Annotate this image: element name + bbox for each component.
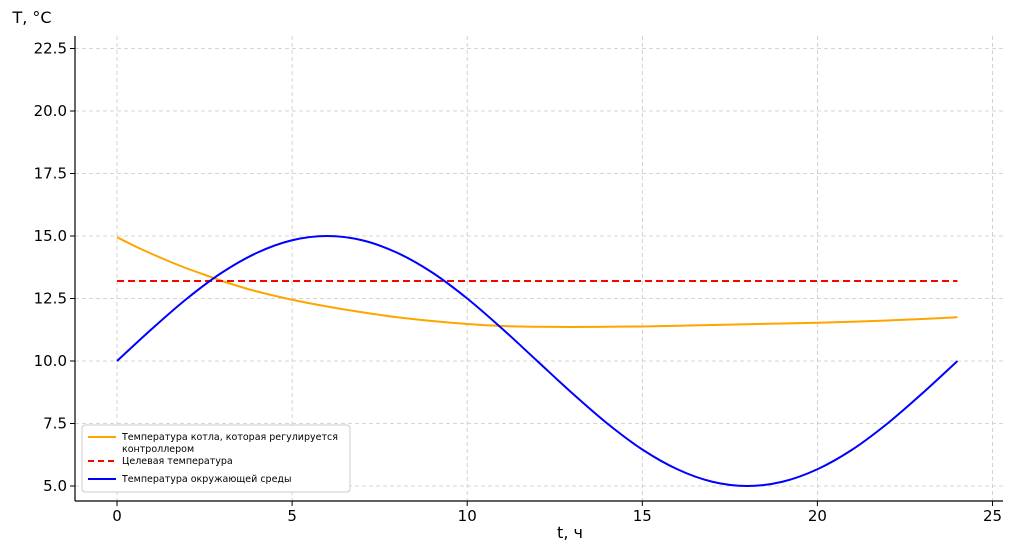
legend: Температура котла, которая регулируется … xyxy=(81,424,351,493)
legend-label-boiler-line2: контроллером xyxy=(122,444,194,455)
y-tick-label: 17.5 xyxy=(34,165,67,183)
legend-label-target: Целевая температура xyxy=(122,456,233,467)
legend-label-boiler-line1: Температура котла, которая регулируется xyxy=(121,432,338,443)
y-tick-label: 12.5 xyxy=(34,290,67,308)
y-axis-label: T, °C xyxy=(11,8,51,27)
grid xyxy=(75,36,1003,501)
legend-box xyxy=(81,424,351,493)
y-tick-label: 5.0 xyxy=(43,477,67,495)
ticks: 0 5 10 15 20 25 5.0 7.5 10.0 12.5 15.0 17.5 20.0 22.5 xyxy=(34,40,1002,526)
x-tick-label: 25 xyxy=(983,507,1002,525)
y-tick-label: 7.5 xyxy=(43,415,67,433)
x-axis-label: t, ч xyxy=(557,523,583,542)
x-tick-label: 20 xyxy=(808,507,827,525)
x-tick-label: 15 xyxy=(633,507,652,525)
x-tick-label: 0 xyxy=(112,507,122,525)
legend-label-ambient: Температура окружающей среды xyxy=(121,474,291,485)
x-tick-label: 5 xyxy=(287,507,297,525)
x-tick-label: 10 xyxy=(458,507,477,525)
y-tick-label: 15.0 xyxy=(34,227,67,245)
y-tick-label: 22.5 xyxy=(34,40,67,58)
y-tick-label: 20.0 xyxy=(34,102,67,120)
series-line-ambient-temperature xyxy=(116,235,959,487)
y-tick-label: 10.0 xyxy=(34,352,67,370)
series-lines xyxy=(116,235,959,487)
series-line-boiler-temperature xyxy=(116,236,958,328)
